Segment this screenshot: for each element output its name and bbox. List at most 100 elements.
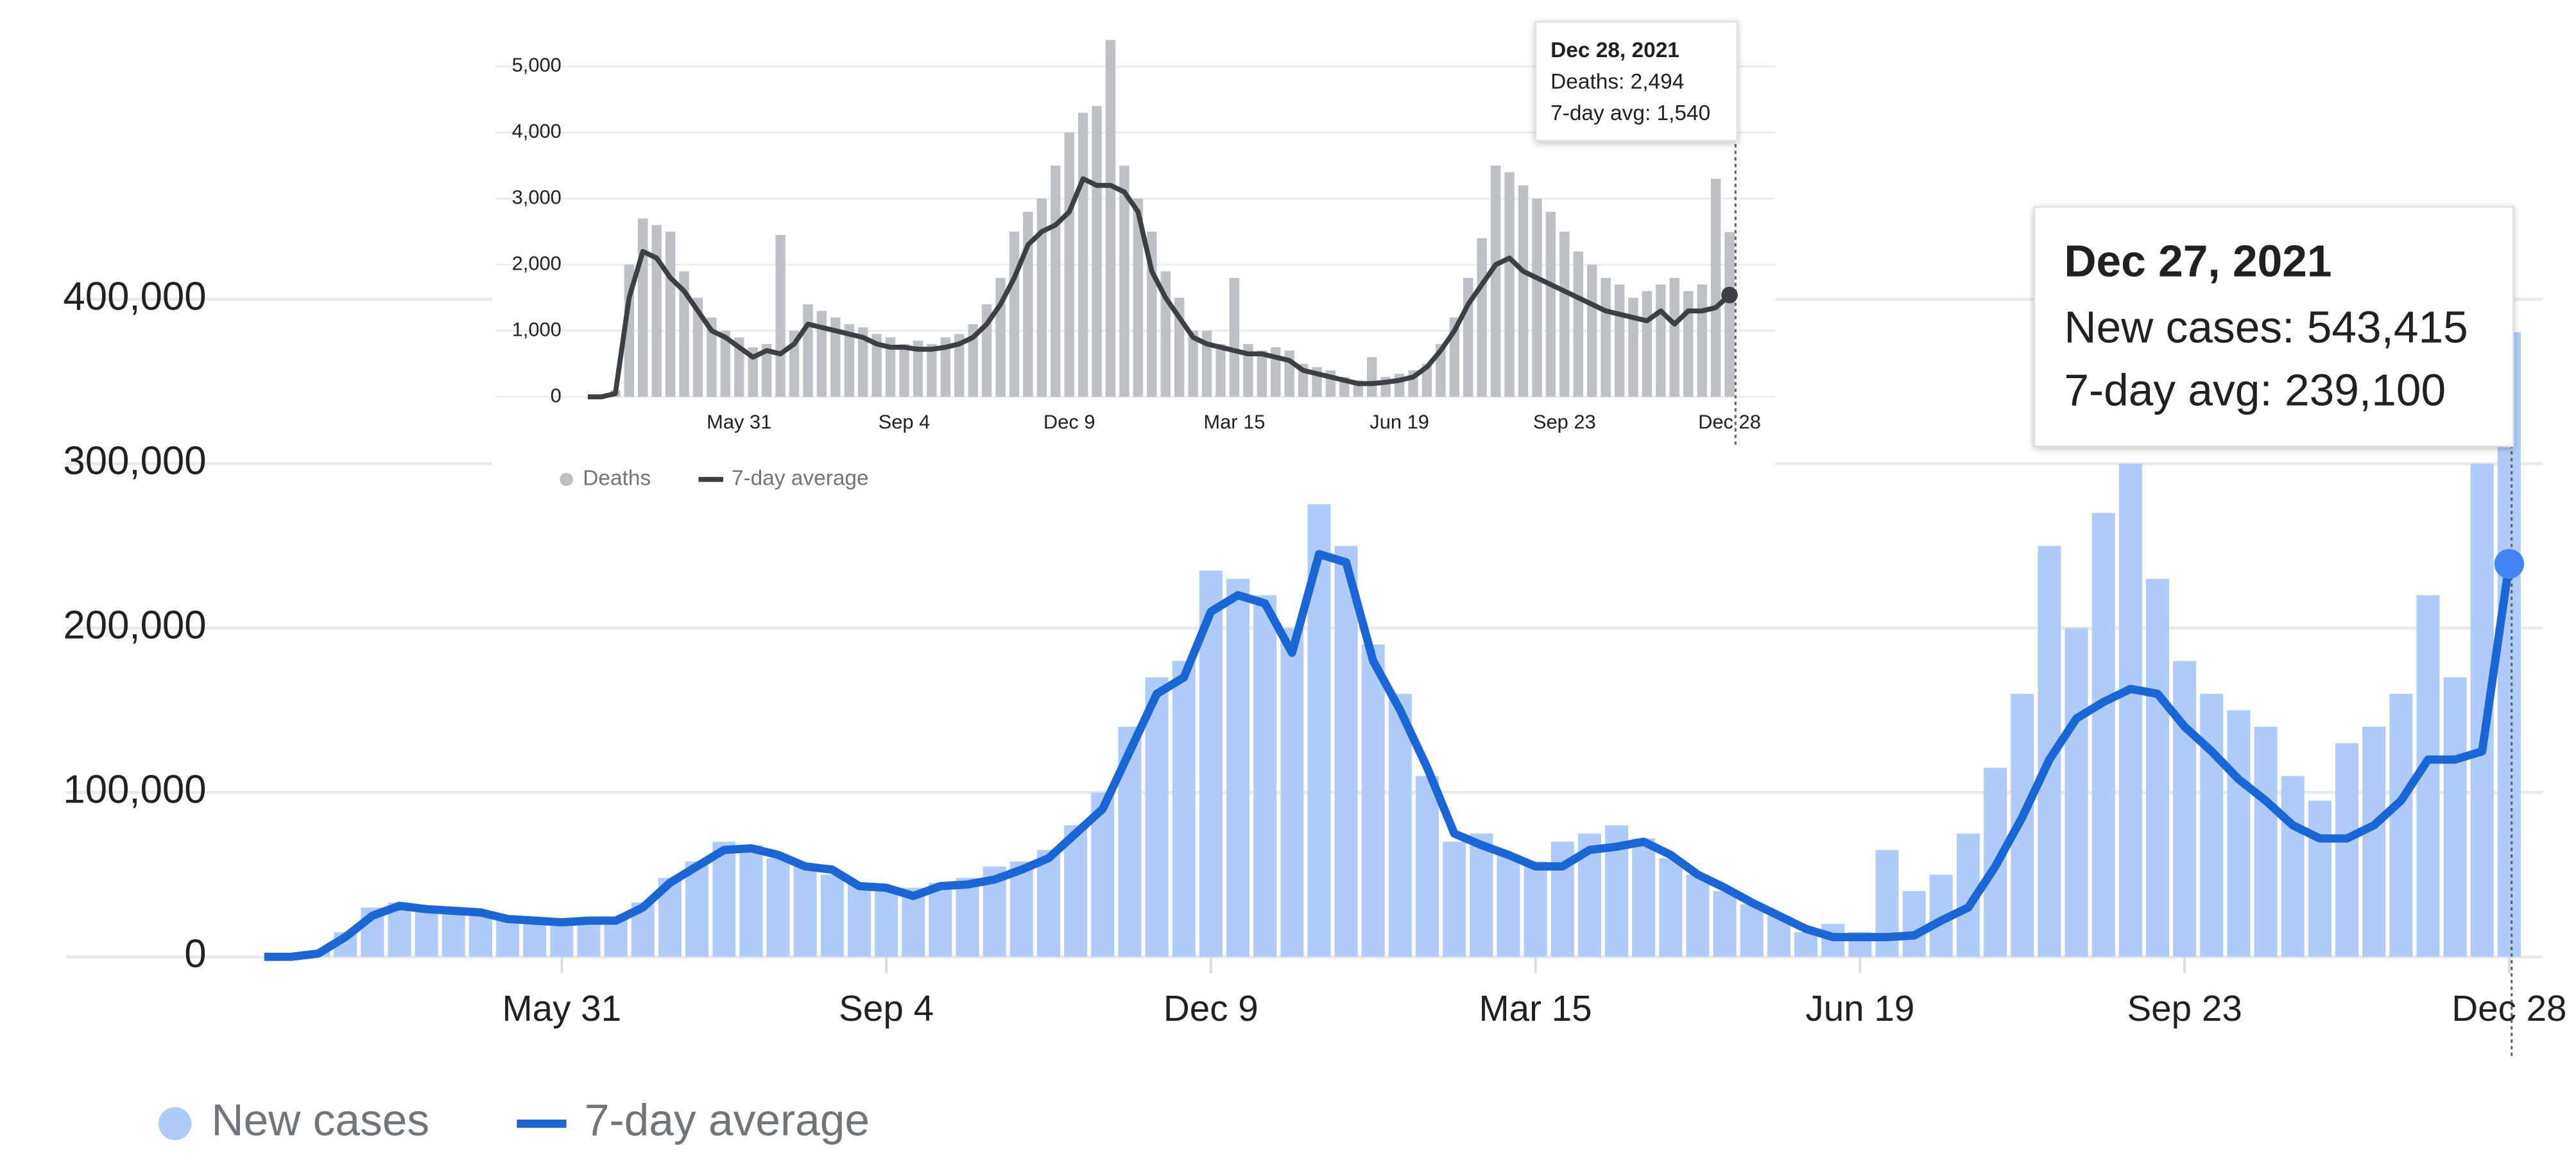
bar (415, 907, 438, 957)
bar (1036, 198, 1047, 397)
bar (1470, 833, 1493, 957)
bar (1078, 112, 1088, 397)
bar (1253, 595, 1277, 957)
bar (1421, 363, 1432, 397)
bar (1724, 232, 1735, 397)
bar (1201, 331, 1212, 397)
bar (847, 883, 871, 957)
x-tick-label: Sep 4 (879, 410, 931, 433)
bar (2173, 661, 2197, 957)
bar (523, 921, 547, 957)
bar (712, 842, 736, 957)
tooltip-box (2033, 205, 2514, 447)
bar (2227, 710, 2251, 957)
bar (1280, 628, 1304, 957)
bar (1632, 838, 1656, 957)
bar (956, 878, 979, 957)
bar (1119, 165, 1129, 397)
bar (803, 304, 813, 397)
chart-1: 0 1,000 2,000 3,000 4,000 5,000 May 31 Sep 4 Dec… (492, 0, 1776, 505)
bar (1524, 861, 1547, 957)
bar (1497, 854, 1520, 957)
bar (761, 343, 772, 397)
bar (844, 324, 854, 397)
bar (875, 890, 898, 957)
bar (739, 845, 763, 957)
bar (1334, 546, 1358, 957)
bar (1064, 825, 1088, 957)
bar (720, 331, 731, 397)
bar (929, 883, 952, 957)
bar (2145, 578, 2169, 957)
hover-dot (1721, 286, 1738, 304)
bar (1713, 890, 1737, 957)
x-tick-label: Mar 15 (1203, 410, 1265, 433)
legend-swatch (560, 473, 573, 487)
bar (2335, 743, 2359, 957)
bar (1023, 211, 1033, 397)
bar (651, 225, 662, 397)
bar (1243, 343, 1253, 397)
tooltip-title: Dec 28, 2021 (1550, 39, 1679, 62)
bar (1642, 291, 1653, 397)
bar (1614, 284, 1625, 397)
bar (2308, 801, 2331, 957)
bar (2065, 628, 2088, 957)
y-tick-label: 5,000 (512, 54, 562, 76)
bar (1105, 40, 1116, 397)
x-tick-label: Sep 23 (1533, 410, 1596, 433)
bar (1172, 661, 1196, 957)
bar (1686, 874, 1710, 957)
bar (1628, 297, 1638, 397)
y-tick-label: 1,000 (512, 318, 562, 340)
bar (550, 922, 574, 957)
bar (679, 271, 689, 397)
bar (2281, 776, 2305, 957)
bar (1361, 644, 1385, 957)
y-tick-label: 4,000 (512, 120, 562, 143)
bar (748, 347, 758, 397)
bar (775, 234, 786, 397)
bar (2091, 513, 2115, 957)
y-tick-label: 0 (551, 384, 562, 406)
legend-swatch (159, 1107, 192, 1140)
tooltip-line: 7-day avg: 239,100 (2064, 365, 2446, 415)
y-tick-label: 3,000 (512, 186, 562, 208)
bar (1740, 904, 1764, 957)
tooltip-box (1534, 21, 1739, 142)
bar (816, 311, 827, 397)
bar (665, 231, 676, 397)
bar (913, 340, 923, 397)
legend-label: 7-day average (732, 467, 869, 490)
legend-label: 7-day average (585, 1095, 870, 1145)
bar (1416, 776, 1439, 957)
bar (1683, 291, 1694, 397)
bar (1443, 842, 1466, 957)
bar (1367, 357, 1377, 397)
bar (968, 324, 978, 397)
x-tick-label: Dec 9 (1043, 410, 1095, 433)
bar (1477, 238, 1487, 397)
x-tick-label: May 31 (707, 410, 771, 433)
bar (2443, 677, 2467, 957)
y-tick-label: 200,000 (63, 603, 206, 648)
bar (2118, 464, 2142, 957)
bar (1064, 132, 1074, 397)
bar (1226, 578, 1249, 957)
bar (927, 343, 937, 397)
x-tick-label: Jun 19 (1805, 988, 1914, 1028)
legend-label: New cases (211, 1095, 429, 1145)
bar (1573, 251, 1583, 397)
bar (685, 861, 709, 957)
bar (692, 297, 703, 397)
bar (1545, 211, 1556, 397)
bar (954, 334, 965, 397)
tooltip-line: Deaths: 2,494 (1550, 70, 1684, 94)
bar (1794, 932, 1818, 957)
x-tick-label: Dec 28 (1698, 410, 1761, 433)
x-tick-label: Dec 28 (2451, 988, 2566, 1028)
bar (707, 317, 717, 397)
tooltip-line: 7-day avg: 1,540 (1550, 101, 1710, 125)
average-line (264, 550, 2514, 961)
